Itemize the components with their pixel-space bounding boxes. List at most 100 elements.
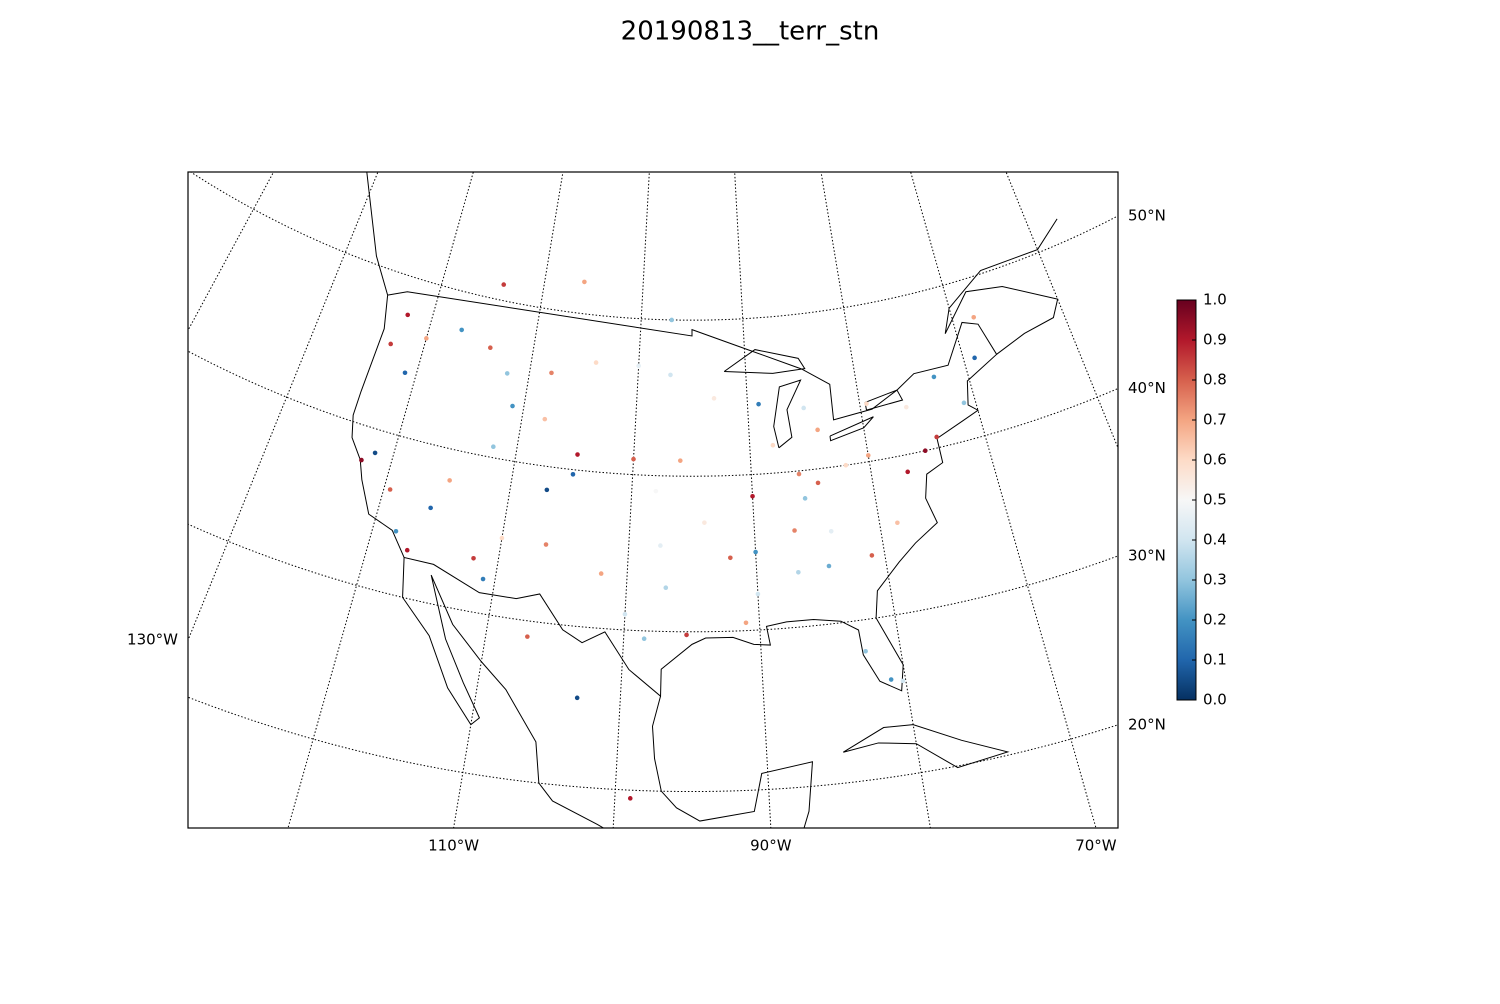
station-point <box>593 360 599 365</box>
parallel <box>188 523 1118 633</box>
station-point <box>627 796 633 801</box>
station-point <box>544 487 550 493</box>
station-point <box>750 493 755 499</box>
station-point <box>491 444 496 450</box>
colorbar-tick-label: 0.4 <box>1203 531 1227 549</box>
map-title: 20190813__terr_stn <box>621 17 880 47</box>
station-point <box>669 317 674 323</box>
station-point <box>900 678 906 684</box>
station-point <box>961 400 967 406</box>
coastline <box>402 557 605 828</box>
parallel <box>188 696 1118 793</box>
station-point <box>843 462 849 468</box>
station-point <box>387 487 393 492</box>
meridian-label: 130°W <box>127 631 178 649</box>
station-point <box>684 632 689 638</box>
colorbar-tick-label: 0.9 <box>1203 331 1227 349</box>
meridian-label: 70°W <box>1075 837 1117 855</box>
station-point <box>542 416 548 422</box>
station-point <box>869 553 875 558</box>
colorbar-tick-label: 0.1 <box>1203 651 1227 669</box>
station-point <box>372 450 378 456</box>
station-point <box>864 401 869 407</box>
station-point <box>405 312 411 318</box>
colorbar-tick-label: 0.0 <box>1203 691 1227 709</box>
station-point <box>574 695 580 701</box>
colorbar-tick-label: 0.6 <box>1203 451 1227 469</box>
station-point <box>388 341 393 347</box>
colorbar-tick-label: 0.8 <box>1203 371 1227 389</box>
meridian-label: 90°W <box>750 837 792 855</box>
meridian <box>188 172 275 332</box>
station-point <box>622 611 628 617</box>
station-point <box>447 478 452 483</box>
station-point <box>802 496 808 501</box>
station-point <box>756 401 761 407</box>
station-point <box>865 453 871 458</box>
meridian <box>910 172 1097 828</box>
station-point <box>895 520 900 526</box>
station-point <box>702 520 707 525</box>
station-point <box>404 547 410 553</box>
parallel <box>188 350 1118 477</box>
station-point <box>711 396 717 401</box>
station-point <box>504 371 510 376</box>
meridian <box>188 172 379 642</box>
station-point <box>931 374 937 380</box>
station-point <box>575 452 580 457</box>
station-point <box>525 634 530 639</box>
coastline <box>842 724 1010 769</box>
station-point <box>501 282 507 287</box>
station-point <box>668 372 673 378</box>
station-point <box>815 427 820 433</box>
colorbar-tick-label: 0.7 <box>1203 411 1227 429</box>
station-point <box>424 336 429 341</box>
station-point <box>753 549 758 555</box>
station-point <box>510 403 515 409</box>
station-point <box>393 528 399 534</box>
station-point <box>359 457 364 463</box>
station-point <box>743 620 749 626</box>
coastline <box>366 172 389 296</box>
station-point <box>658 543 663 548</box>
station-point <box>796 570 801 575</box>
station-point <box>636 363 641 369</box>
station-point <box>905 469 911 475</box>
colorbar-tick-label: 0.5 <box>1203 491 1227 509</box>
coastline <box>351 291 998 698</box>
station-point <box>499 535 505 541</box>
station-point <box>863 648 868 654</box>
station-point <box>826 563 832 569</box>
station-point <box>801 405 806 411</box>
station-point <box>828 528 834 534</box>
map-frame <box>187 171 1119 829</box>
station-point <box>653 488 659 494</box>
meridian <box>820 172 931 828</box>
station-point <box>922 448 928 453</box>
station-point <box>972 355 977 361</box>
station-point <box>888 677 894 682</box>
station-point <box>770 442 776 448</box>
station-point <box>543 542 549 547</box>
station-point <box>904 404 909 410</box>
station-point <box>641 636 647 642</box>
parallel-label: 20°N <box>1128 715 1166 733</box>
coastline <box>773 379 802 449</box>
station-point <box>549 370 554 376</box>
station-point <box>934 434 939 440</box>
station-point <box>480 576 486 582</box>
coastline <box>651 696 814 828</box>
map-area <box>188 172 1118 828</box>
colorbar-tick-label: 0.2 <box>1203 611 1227 629</box>
station-point <box>792 528 797 533</box>
coastline <box>944 218 1059 355</box>
colorbar-tick-label: 1.0 <box>1203 291 1227 309</box>
station-point <box>570 472 576 477</box>
meridian <box>1005 172 1118 450</box>
station-point <box>796 471 802 477</box>
station-point <box>815 480 821 486</box>
meridian-label: 110°W <box>428 837 479 855</box>
parallel-label: 30°N <box>1128 546 1166 564</box>
coastline <box>829 416 874 442</box>
